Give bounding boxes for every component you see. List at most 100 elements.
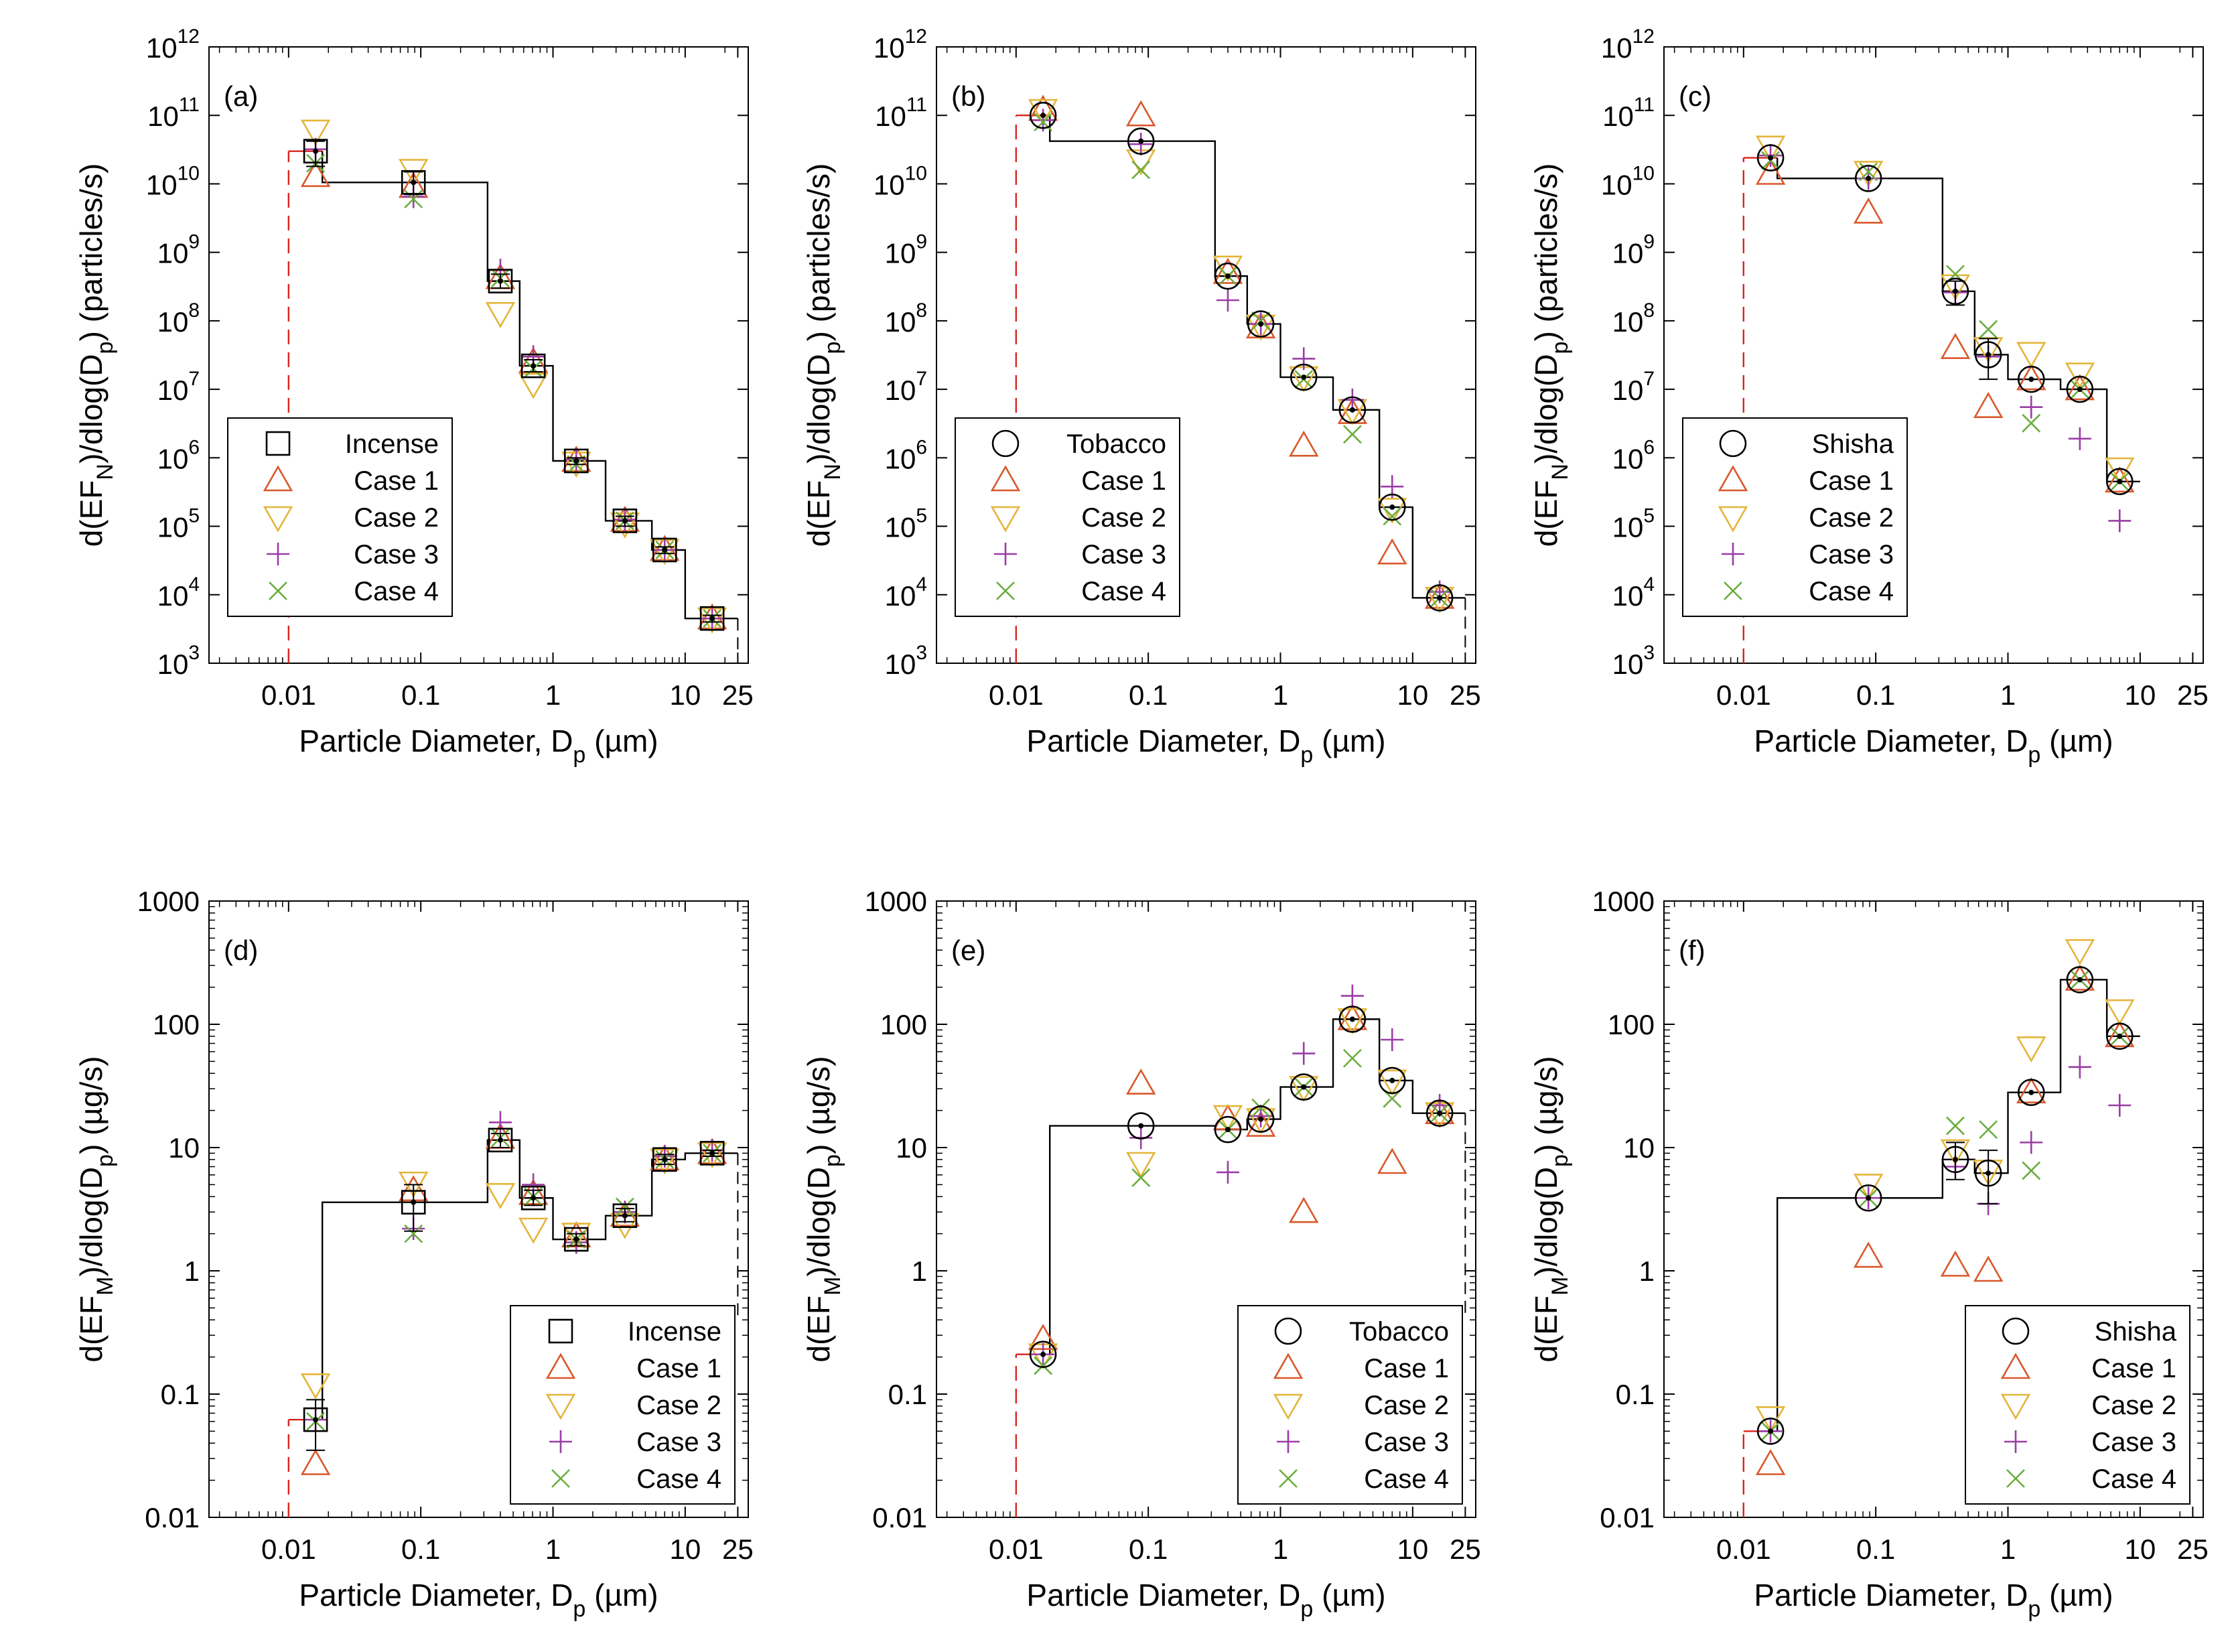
data-point xyxy=(1755,158,1786,185)
legend-label: Case 4 xyxy=(1809,577,1894,606)
x-tick-label: 0.1 xyxy=(401,679,440,711)
data-point-center xyxy=(662,1156,668,1162)
data-point-center xyxy=(2077,387,2083,393)
y-tick-label: 107 xyxy=(1612,368,1655,406)
data-point xyxy=(2105,468,2134,496)
data-point xyxy=(1029,1340,1057,1369)
data-point-center xyxy=(1225,273,1231,279)
y-tick-label: 1012 xyxy=(1601,25,1655,64)
data-point xyxy=(1212,1105,1243,1131)
data-point xyxy=(300,119,331,146)
data-point xyxy=(1216,1160,1239,1184)
panel-label: (f) xyxy=(1679,935,1705,966)
legend-marker xyxy=(2006,1469,2025,1488)
legend: Incense Case 1 Case 2 Case 3 Case 4 xyxy=(227,417,453,617)
legend-label: Case 4 xyxy=(1081,577,1166,606)
axes-box xyxy=(208,900,749,1518)
axes-box xyxy=(936,46,1476,664)
legend-marker xyxy=(1724,581,1742,600)
y-tick-label: 1012 xyxy=(146,25,200,64)
x-axis-title: Particle Diameter, Dp (µm) xyxy=(299,724,658,768)
data-point xyxy=(2065,362,2095,389)
panel-d: 0.01 0.1 1 10 25 0.01 0.1 1 10 100 1000 (d) Particle… xyxy=(74,886,754,1622)
step-line xyxy=(1048,1018,1466,1355)
y-tick-label: 1010 xyxy=(146,162,200,200)
data-point xyxy=(615,1197,634,1217)
data-point xyxy=(1337,1004,1368,1030)
minor-ticks xyxy=(936,901,1476,1517)
minor-ticks xyxy=(946,47,1453,663)
y-tick-label: 1 xyxy=(912,1255,927,1287)
data-point xyxy=(1854,165,1882,192)
panel-f: 0.01 0.1 1 10 25 0.01 0.1 1 10 100 1000 (f) Particle… xyxy=(1529,886,2209,1622)
panel-b: 0.01 0.1 1 10 25 103 104 105 106 107 108 109 1010 101… xyxy=(801,25,1481,768)
legend-label: Case 2 xyxy=(1081,503,1166,533)
y-tick-label: 106 xyxy=(1612,436,1655,474)
data-point xyxy=(1292,1042,1316,1065)
legend-label: Case 1 xyxy=(636,1354,721,1383)
legend-marker xyxy=(1273,1353,1304,1379)
data-point xyxy=(300,1373,331,1400)
legend-box xyxy=(955,417,1180,617)
y-tick-label: 1000 xyxy=(137,886,200,917)
y-tick-label: 103 xyxy=(1612,642,1655,680)
data-point xyxy=(518,1217,549,1244)
data-point xyxy=(1377,1069,1407,1096)
error-bar xyxy=(1979,338,1998,381)
data-point xyxy=(2068,427,2091,450)
data-point xyxy=(2066,375,2094,403)
y-tick-label: 0.1 xyxy=(888,1379,927,1410)
data-point xyxy=(300,1449,331,1475)
legend-marker xyxy=(996,581,1015,600)
data-point-center xyxy=(1768,155,1774,161)
data-point xyxy=(561,1223,591,1249)
x-tick-label: 25 xyxy=(2177,679,2209,711)
legend: Incense Case 1 Case 2 Case 3 Case 4 xyxy=(510,1305,736,1505)
data-point-center xyxy=(1986,1170,1992,1176)
data-point-center xyxy=(2028,1089,2034,1095)
legend-marker xyxy=(545,1393,576,1420)
series-case-1 xyxy=(1028,1004,1455,1351)
data-point xyxy=(1289,1196,1319,1223)
data-point xyxy=(2065,939,2095,965)
data-point xyxy=(1946,1116,1965,1135)
data-point xyxy=(1127,127,1155,155)
series-reference xyxy=(1756,144,2134,496)
data-point xyxy=(1127,1112,1155,1140)
series-case-4 xyxy=(1034,1048,1450,1375)
series-reference xyxy=(303,1127,725,1451)
series-case-1 xyxy=(1755,964,2135,1475)
x-tick-label: 1 xyxy=(1273,679,1288,711)
data-point xyxy=(1289,430,1319,457)
data-point-center xyxy=(662,547,668,553)
data-point xyxy=(1214,262,1242,290)
axes-box xyxy=(936,900,1476,1518)
data-point xyxy=(2017,365,2045,393)
data-point-center xyxy=(411,180,417,186)
y-axis-title: d(EFM)/dlog(Dp) (µg/s) xyxy=(74,1056,118,1362)
y-tick-label: 1010 xyxy=(1601,162,1655,200)
data-point-center xyxy=(1866,176,1872,182)
y-tick-label: 0.01 xyxy=(145,1502,200,1533)
minor-ticks xyxy=(1673,47,2180,663)
data-point-center xyxy=(411,1199,417,1205)
y-tick-label: 107 xyxy=(157,368,200,406)
data-point xyxy=(1337,1008,1368,1035)
y-tick-label: 1000 xyxy=(1592,886,1655,917)
legend-marker xyxy=(991,429,1020,458)
legend: Shisha Case 1 Case 2 Case 3 Case 4 xyxy=(1682,417,1908,617)
data-point-center xyxy=(1301,374,1307,381)
data-point-center xyxy=(1389,1077,1395,1083)
data-point xyxy=(612,1203,638,1229)
data-point xyxy=(488,1111,512,1134)
y-tick-label: 107 xyxy=(885,368,927,406)
data-point-center xyxy=(1138,138,1144,144)
series-case-1 xyxy=(1755,158,2135,493)
legend-label: Tobacco xyxy=(1066,429,1166,459)
data-point xyxy=(1378,1066,1406,1095)
data-point xyxy=(2020,395,2043,419)
data-point xyxy=(2105,457,2135,484)
x-tick-label: 0.01 xyxy=(1716,679,1771,711)
data-point xyxy=(1245,1110,1276,1137)
data-point xyxy=(2066,966,2094,993)
